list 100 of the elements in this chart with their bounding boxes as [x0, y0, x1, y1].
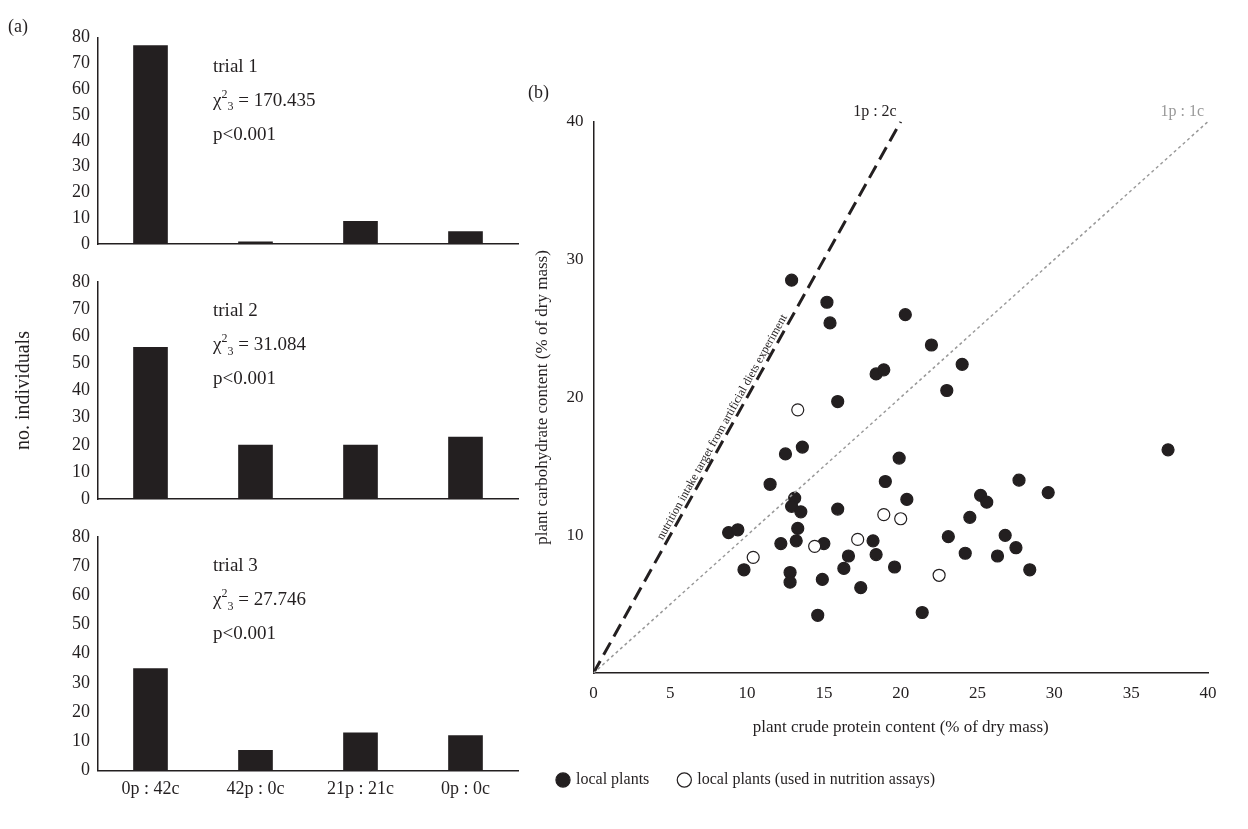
point — [791, 521, 805, 536]
x-axis-title: plant crude protein content (% of dry mass) — [752, 717, 1049, 737]
point — [866, 534, 880, 548]
point — [731, 523, 745, 537]
point — [924, 338, 939, 352]
y-tick-label: 0 — [81, 759, 90, 780]
y-tick-label: 40 — [72, 642, 90, 663]
point — [955, 357, 969, 371]
point — [815, 572, 829, 587]
point — [915, 605, 929, 620]
point — [963, 510, 977, 524]
y-tick-label: 30 — [566, 248, 584, 268]
point — [737, 563, 751, 577]
y-tick-label: 40 — [72, 379, 90, 400]
y-tick-label: 20 — [72, 181, 90, 202]
x-tick-label: 21p : 21c — [327, 777, 394, 798]
annotation: p<0.001 — [213, 621, 276, 643]
y-tick-label: 50 — [72, 103, 90, 124]
point — [783, 575, 797, 589]
point — [980, 495, 994, 509]
y-tick-label: 10 — [566, 524, 584, 544]
y-tick-label: 70 — [72, 554, 90, 575]
point — [841, 549, 856, 563]
series-label: 1p : 2c — [853, 101, 897, 120]
annotation: trial 3 — [213, 553, 258, 575]
x-tick-label: 30 — [1045, 682, 1063, 702]
y-axis-title: plant carbohydrate content (% of dry mass) — [531, 250, 551, 545]
x-tick-label: 15 — [815, 682, 833, 702]
point — [941, 530, 955, 544]
y-tick-label: 10 — [72, 460, 90, 481]
y-tick-label: 40 — [566, 111, 584, 131]
point — [998, 528, 1012, 542]
point — [854, 581, 868, 595]
y-tick-label: 20 — [72, 700, 90, 721]
x-tick-label: 10 — [738, 682, 756, 702]
series-label: 1p : 1c — [1160, 101, 1204, 120]
point — [785, 499, 799, 513]
y-tick-label: 50 — [72, 613, 90, 634]
annotation: trial 1 — [213, 54, 258, 76]
point — [774, 536, 788, 551]
x-tick-label: 0 — [589, 682, 598, 702]
point — [831, 394, 845, 409]
point — [851, 532, 865, 547]
point — [887, 560, 902, 574]
y-tick-label: 0 — [81, 487, 90, 508]
point — [746, 550, 760, 564]
annotation: p<0.001 — [213, 366, 276, 388]
point — [1023, 563, 1037, 577]
x-tick-label: 40 — [1199, 682, 1217, 702]
point — [932, 568, 946, 582]
x-tick-label: 0p : 42c — [121, 777, 180, 798]
point — [990, 549, 1005, 563]
point — [831, 502, 845, 516]
y-tick-label: 10 — [72, 729, 90, 750]
y-tick-label: 40 — [72, 129, 90, 150]
point — [1009, 541, 1023, 555]
point — [869, 548, 883, 562]
point — [877, 508, 891, 522]
point — [795, 440, 809, 454]
y-tick-label: 20 — [566, 386, 584, 406]
point — [898, 308, 912, 322]
legend-label: local plants — [576, 770, 650, 789]
x-tick-label: 35 — [1122, 682, 1140, 702]
point — [785, 273, 799, 287]
point — [894, 512, 908, 526]
point — [791, 403, 805, 417]
point — [811, 608, 825, 622]
y-axis-title: no. individuals — [11, 330, 34, 450]
annotation: p<0.001 — [213, 122, 276, 144]
legend-label: local plants (used in nutrition assays) — [697, 770, 936, 789]
x-tick-label: 20 — [892, 682, 910, 702]
point — [808, 539, 822, 553]
point — [1161, 443, 1175, 457]
y-tick-label: 60 — [72, 77, 90, 98]
point — [789, 534, 803, 548]
y-tick-label: 70 — [72, 52, 90, 73]
x-tick-label: 5 — [665, 682, 675, 702]
point — [958, 546, 972, 560]
y-tick-label: 50 — [72, 352, 90, 373]
point — [823, 316, 837, 330]
point — [794, 505, 808, 519]
point — [900, 492, 914, 507]
point — [1012, 473, 1026, 487]
x-tick-label: 0p : 0c — [441, 777, 490, 798]
point — [878, 474, 892, 489]
chart-title: (a) — [8, 15, 28, 37]
y-tick-label: 10 — [72, 207, 90, 228]
point — [778, 447, 793, 461]
y-tick-label: 80 — [72, 525, 90, 546]
point — [820, 295, 834, 309]
chart-title: (b) — [528, 81, 549, 103]
point — [877, 363, 891, 377]
y-tick-label: 60 — [72, 583, 90, 604]
point — [892, 451, 906, 465]
y-tick-label: 20 — [72, 433, 90, 454]
x-tick-label: 25 — [969, 682, 987, 702]
point — [940, 383, 954, 398]
point — [763, 477, 777, 491]
y-tick-label: 30 — [72, 155, 90, 176]
y-tick-label: 70 — [72, 297, 90, 318]
